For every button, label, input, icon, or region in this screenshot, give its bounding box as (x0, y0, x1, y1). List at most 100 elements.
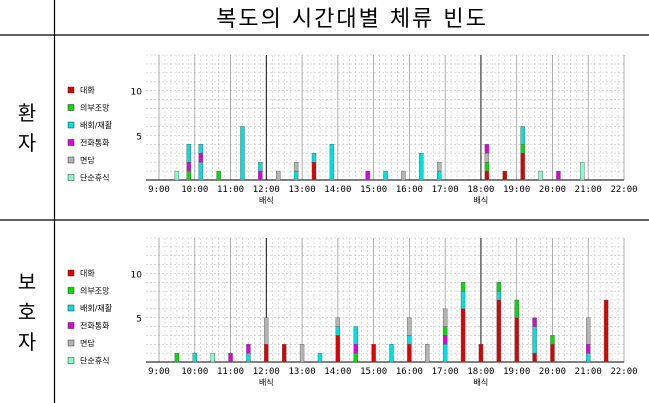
legend-label: 전화통화 (80, 138, 110, 148)
bar-segment (216, 170, 221, 181)
x-tick-label: 11:00 (217, 367, 244, 377)
legend-label: 면담 (80, 338, 95, 348)
bar-segment (389, 344, 394, 363)
x-tick-label: 11:00 (217, 185, 244, 195)
bar-segment (460, 290, 466, 310)
bar-segment (484, 161, 490, 172)
legend-label: 전화통화 (80, 321, 110, 331)
bar-segment (281, 344, 287, 363)
bar-segment (383, 170, 388, 181)
bar-segment (436, 161, 442, 172)
x-tick-label: 9:00 (148, 185, 170, 195)
bar-segment (317, 352, 323, 363)
bar-segment (496, 290, 502, 301)
bar-segment (174, 170, 180, 181)
bar-segment (258, 170, 263, 181)
bar-segment (186, 144, 192, 163)
x-sublabel: 배식 (474, 196, 489, 205)
bar-segment (460, 282, 466, 292)
legend-swatch (67, 357, 75, 364)
bar-segment (550, 344, 555, 363)
bar-segment (407, 335, 412, 345)
bar-segment (401, 170, 406, 181)
bar-segment (311, 161, 317, 181)
bar-segment (335, 317, 341, 327)
row-label-char: 자 (17, 130, 37, 155)
x-sublabel: 배식 (259, 378, 274, 387)
legend-swatch (67, 86, 75, 94)
legend-label: 배회/재활 (80, 303, 113, 313)
bar-segment (514, 317, 519, 363)
row-label-char: 호 (17, 300, 37, 324)
bar-segment (276, 170, 281, 181)
x-tick-label: 12:00 (253, 185, 280, 195)
bar-segment (484, 153, 490, 163)
bar-segment (299, 344, 305, 363)
bar-segment (484, 144, 490, 154)
x-tick-label: 18:00 (467, 185, 494, 195)
bar-segment (442, 308, 448, 327)
bar-segment (586, 352, 591, 363)
x-tick-label: 20:00 (539, 185, 566, 195)
bar-segment (246, 344, 251, 354)
bar-segment (532, 317, 537, 327)
bar-segment (496, 299, 502, 363)
legend-swatch (67, 139, 75, 146)
x-tick-label: 21:00 (575, 367, 602, 377)
bar-segment (353, 326, 358, 345)
bar-segment (407, 317, 412, 336)
bar-segment (603, 299, 609, 363)
bar-segment (335, 335, 341, 363)
x-tick-label: 18:00 (467, 367, 494, 377)
bar-segment (335, 326, 341, 336)
bar-segment (550, 335, 555, 345)
bar-segment (460, 308, 466, 363)
x-tick-label: 14:00 (324, 185, 351, 195)
x-tick-label: 12:00 (253, 367, 280, 377)
bar-segment (520, 144, 525, 154)
bar-segment (353, 352, 358, 363)
bar-segment (353, 344, 358, 354)
bar-segment (496, 282, 502, 292)
bar-segment (192, 352, 197, 363)
x-tick-label: 14:00 (324, 367, 351, 377)
bar-segment (240, 126, 245, 181)
x-tick-label: 20:00 (539, 367, 566, 377)
x-tick-label: 10:00 (181, 367, 208, 377)
bar-segment (580, 161, 585, 181)
x-tick-label: 17:00 (432, 367, 459, 377)
legend-swatch (67, 174, 75, 181)
legend-swatch (67, 156, 75, 164)
y-tick-label: 5 (136, 315, 142, 325)
bar-segment (198, 161, 203, 181)
bar-segment (293, 170, 299, 181)
x-tick-label: 13:00 (289, 185, 316, 195)
bar-segment (436, 170, 442, 181)
legend-swatch (67, 287, 75, 294)
bar-segment (520, 126, 525, 145)
legend-swatch (67, 339, 75, 347)
bar-segment (514, 299, 519, 318)
bar-segment (442, 335, 448, 345)
bar-segment (198, 144, 203, 154)
legend-label: 대화 (80, 86, 95, 95)
y-tick-label: 10 (131, 270, 143, 280)
bar-segment (502, 170, 507, 181)
x-tick-label: 16:00 (396, 185, 423, 195)
x-tick-label: 15:00 (360, 367, 387, 377)
bar-segment (311, 153, 317, 163)
bar-segment (538, 170, 543, 181)
legend-swatch (67, 269, 75, 277)
y-tick-label: 10 (131, 88, 143, 98)
bar-segment (442, 326, 448, 336)
bar-segment (520, 153, 525, 181)
row-label-char: 자 (17, 330, 37, 354)
bar-segment (186, 170, 192, 181)
bar-segment (329, 144, 335, 181)
bar-segment (174, 352, 180, 363)
bar-segment (407, 344, 412, 363)
bar-segment (442, 344, 448, 363)
